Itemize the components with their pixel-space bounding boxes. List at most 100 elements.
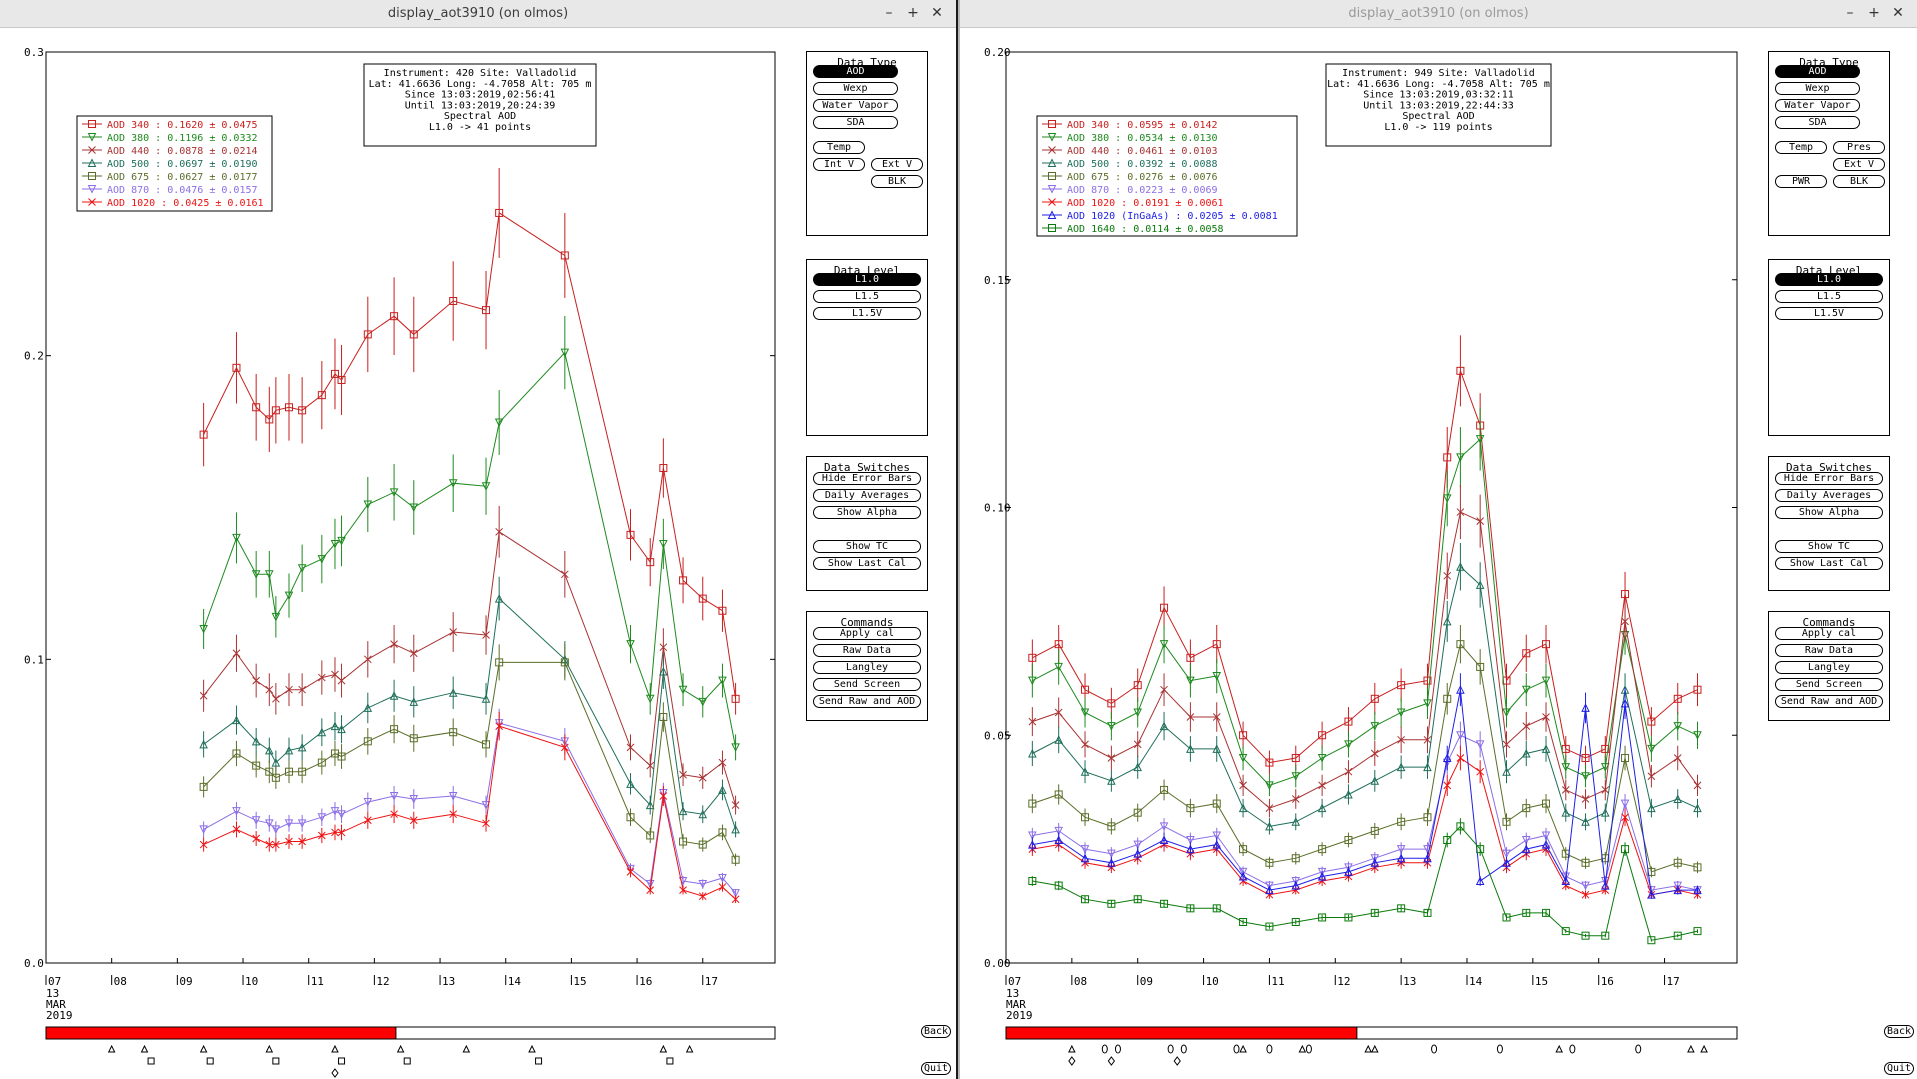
send-raw-and-aod-button[interactable]: Send Raw and AOD bbox=[1775, 695, 1883, 708]
panel-title: Data Switches bbox=[823, 461, 911, 474]
data-point bbox=[1028, 748, 1037, 758]
hide-error-bars-button[interactable]: Hide Error Bars bbox=[1775, 472, 1883, 485]
series-aod-380 bbox=[199, 316, 740, 761]
level-l1-0-button[interactable]: L1.0 bbox=[1775, 273, 1883, 286]
triangle-marker bbox=[659, 1044, 668, 1053]
show-last-cal-button[interactable]: Show Last Cal bbox=[1775, 557, 1883, 570]
x-tick-label: 08 bbox=[1074, 975, 1087, 988]
daily-averages-button[interactable]: Daily Averages bbox=[1775, 489, 1883, 502]
data-point bbox=[1081, 895, 1090, 904]
data-point bbox=[659, 464, 668, 473]
legend-marker bbox=[1047, 210, 1057, 219]
aod-button[interactable]: AOD bbox=[813, 65, 898, 78]
wexp-button[interactable]: Wexp bbox=[1775, 82, 1860, 95]
water-vapor-button[interactable]: Water Vapor bbox=[813, 99, 898, 112]
minimize-button[interactable]: – bbox=[1846, 5, 1854, 21]
data-point bbox=[659, 713, 668, 722]
close-button[interactable]: ✕ bbox=[1892, 5, 1904, 21]
diamond-marker bbox=[1107, 1056, 1115, 1066]
send-screen-button[interactable]: Send Screen bbox=[813, 678, 921, 691]
raw-data-button[interactable]: Raw Data bbox=[1775, 644, 1883, 657]
data-point bbox=[232, 807, 241, 816]
quit-button[interactable]: Quit bbox=[921, 1062, 951, 1075]
data-point bbox=[449, 728, 458, 737]
water-vapor-button[interactable]: Water Vapor bbox=[1775, 99, 1860, 112]
show-alpha-button[interactable]: Show Alpha bbox=[813, 506, 921, 519]
data-point bbox=[1647, 717, 1656, 726]
back-button[interactable]: Back bbox=[1884, 1025, 1914, 1038]
aod-button[interactable]: AOD bbox=[1775, 65, 1860, 78]
hide-error-bars-button[interactable]: Hide Error Bars bbox=[813, 472, 921, 485]
show-tc-button[interactable]: Show TC bbox=[1775, 540, 1883, 553]
series-line bbox=[1032, 565, 1698, 827]
temp-button[interactable]: Temp bbox=[1775, 141, 1827, 154]
data-point bbox=[1317, 803, 1327, 813]
show-alpha-button[interactable]: Show Alpha bbox=[1775, 506, 1883, 519]
data-point bbox=[1693, 885, 1702, 895]
data-point bbox=[1317, 754, 1327, 763]
data-point bbox=[646, 761, 655, 770]
raw-data-button[interactable]: Raw Data bbox=[813, 644, 921, 657]
quit-button[interactable]: Quit bbox=[1884, 1062, 1914, 1075]
data-point bbox=[1673, 931, 1682, 940]
level-l1-5-button[interactable]: L1.5 bbox=[1775, 290, 1883, 303]
langley-button[interactable]: Langley bbox=[1775, 661, 1883, 674]
maximize-button[interactable]: + bbox=[1868, 5, 1880, 21]
sda-button[interactable]: SDA bbox=[1775, 116, 1860, 129]
langley-button[interactable]: Langley bbox=[813, 661, 921, 674]
back-button[interactable]: Back bbox=[921, 1025, 951, 1038]
data-point bbox=[1542, 908, 1551, 917]
ext-v-button[interactable]: Ext V bbox=[871, 158, 923, 171]
data-point bbox=[1107, 699, 1116, 708]
data-point bbox=[626, 530, 635, 539]
window-title: display_aot3910 (on olmos) bbox=[1348, 6, 1529, 21]
data-point bbox=[232, 715, 241, 725]
pwr-button[interactable]: PWR bbox=[1775, 175, 1827, 188]
apply-cal-button[interactable]: Apply cal bbox=[813, 627, 921, 640]
data-point bbox=[199, 624, 208, 634]
send-raw-and-aod-button[interactable]: Send Raw and AOD bbox=[813, 695, 921, 708]
sda-button[interactable]: SDA bbox=[813, 116, 898, 129]
int-v-button[interactable]: Int V bbox=[813, 158, 865, 171]
data-point bbox=[1133, 895, 1142, 904]
x-tick-label: 09 bbox=[1140, 975, 1153, 988]
temp-button[interactable]: Temp bbox=[813, 141, 865, 154]
send-screen-button[interactable]: Send Screen bbox=[1775, 678, 1883, 691]
data-point bbox=[1456, 685, 1465, 694]
data-point bbox=[232, 649, 241, 658]
data-point bbox=[1541, 744, 1551, 753]
level-l1-5v-button[interactable]: L1.5V bbox=[813, 307, 921, 320]
series-aod-1640 bbox=[1028, 818, 1702, 945]
blk-button[interactable]: BLK bbox=[871, 175, 923, 188]
data-point bbox=[1522, 908, 1531, 917]
daily-averages-button[interactable]: Daily Averages bbox=[813, 489, 921, 502]
data-point bbox=[1159, 835, 1169, 845]
right-titlebar[interactable]: display_aot3910 (on olmos) – + ✕ bbox=[960, 0, 1917, 28]
legend-marker bbox=[88, 198, 96, 206]
ext-v-button[interactable]: Ext V bbox=[1833, 158, 1885, 171]
data-point bbox=[1133, 762, 1143, 772]
apply-cal-button[interactable]: Apply cal bbox=[1775, 627, 1883, 640]
show-last-cal-button[interactable]: Show Last Cal bbox=[813, 557, 921, 570]
data-point bbox=[1561, 927, 1570, 936]
maximize-button[interactable]: + bbox=[907, 5, 919, 21]
blk-button[interactable]: BLK bbox=[1833, 175, 1885, 188]
show-tc-button[interactable]: Show TC bbox=[813, 540, 921, 553]
series-aod-870 bbox=[199, 708, 740, 898]
minimize-button[interactable]: – bbox=[885, 5, 893, 21]
close-button[interactable]: ✕ bbox=[931, 5, 943, 21]
pres-button[interactable]: Pres bbox=[1833, 141, 1885, 154]
wexp-button[interactable]: Wexp bbox=[813, 82, 898, 95]
level-l1-5v-button[interactable]: L1.5V bbox=[1775, 307, 1883, 320]
level-l1-0-button[interactable]: L1.0 bbox=[813, 273, 921, 286]
legend-entry: AOD 500 : 0.0392 ± 0.0088 bbox=[1067, 159, 1218, 170]
data-point bbox=[449, 297, 458, 306]
data-point bbox=[265, 840, 274, 849]
data-point bbox=[252, 834, 261, 843]
data-point bbox=[1561, 876, 1571, 886]
left-titlebar[interactable]: display_aot3910 (on olmos) – + ✕ bbox=[0, 0, 956, 28]
data-point bbox=[482, 306, 491, 315]
data-point bbox=[1397, 817, 1406, 826]
level-l1-5-button[interactable]: L1.5 bbox=[813, 290, 921, 303]
data-point bbox=[337, 724, 346, 734]
